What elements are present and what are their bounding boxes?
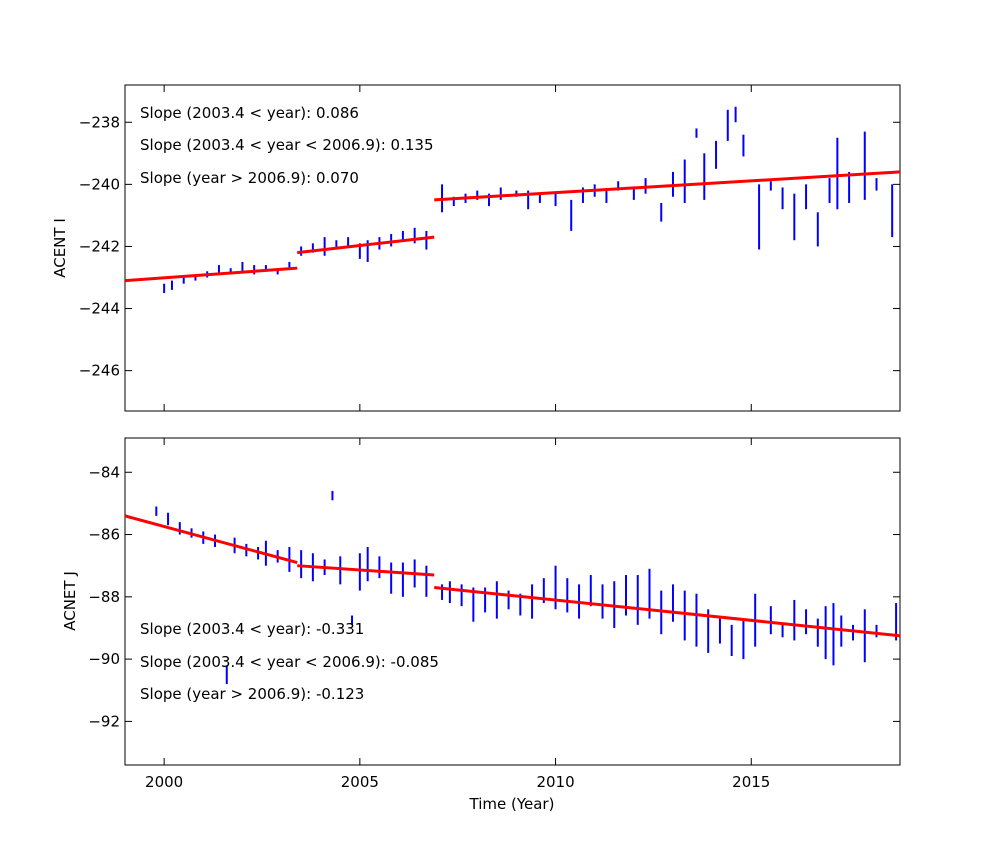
plot-area-acent-i <box>124 84 901 412</box>
ytick-label-acnet-j-3: −90 <box>88 650 120 668</box>
plot-area-acnet-j <box>124 437 901 766</box>
xtick-label-acnet-j-3: 2015 <box>732 773 770 791</box>
ylabel-acnet-j: ACNET J <box>61 571 79 631</box>
xlabel-time: Time (Year) <box>469 795 555 813</box>
fit-line-acent-i-2 <box>434 170 901 202</box>
ytick-label-acent-i-2: −242 <box>79 237 120 255</box>
ytick-label-acent-i-0: −238 <box>79 113 120 131</box>
annotation-slope-all-acnet-j: Slope (2003.4 < year): -0.331 <box>140 620 364 638</box>
ytick-label-acnet-j-2: −88 <box>88 588 120 606</box>
ytick-label-acent-i-4: −246 <box>79 362 120 380</box>
xtick-label-acnet-j-1: 2005 <box>341 773 379 791</box>
ticks-acent-i: −238 −240 −242 −244 −246 <box>79 85 900 411</box>
ytick-label-acent-i-1: −240 <box>79 175 120 193</box>
fit-line-acent-i-0 <box>124 266 298 283</box>
fit-line-acent-i-1 <box>297 235 435 255</box>
ytick-label-acnet-j-0: −84 <box>88 463 120 481</box>
ytick-label-acent-i-3: −244 <box>79 300 120 318</box>
ylabel-acent-i: ACENT I <box>51 218 69 278</box>
fit-line-acnet-j-1 <box>297 564 435 577</box>
xtick-label-acnet-j-2: 2010 <box>536 773 574 791</box>
fit-line-acnet-j-2 <box>434 585 901 638</box>
ytick-label-acnet-j-4: −92 <box>88 712 120 730</box>
annotation-slope-late-acent-i: Slope (year > 2006.9): 0.070 <box>140 169 359 187</box>
ytick-label-acnet-j-1: −86 <box>88 526 120 544</box>
fit-layer-acent-i <box>124 170 901 283</box>
data-layer-acnet-j <box>155 490 898 685</box>
panel-acnet-j: 2000 2005 2010 2015−84−86−88−90−92 ACNET J … <box>61 437 901 813</box>
ticks-acnet-j: 2000 2005 2010 2015 −84 −86 −88 −90 −92 <box>88 438 900 791</box>
annotation-slope-mid-acent-i: Slope (2003.4 < year < 2006.9): 0.135 <box>140 136 434 154</box>
fit-layer-acnet-j <box>124 514 901 638</box>
panel-acent-i: −238 −240 −242 −244 −246 ACENT I Slope (2003… <box>51 84 901 412</box>
annotation-slope-late-acnet-j: Slope (year > 2006.9): -0.123 <box>140 685 364 703</box>
annotation-slope-all-acent-i: Slope (2003.4 < year): 0.086 <box>140 104 359 122</box>
fit-line-acnet-j-0 <box>124 514 298 565</box>
annotation-slope-mid-acnet-j: Slope (2003.4 < year < 2006.9): -0.085 <box>140 653 439 671</box>
xtick-label-acnet-j-0: 2000 <box>145 773 183 791</box>
